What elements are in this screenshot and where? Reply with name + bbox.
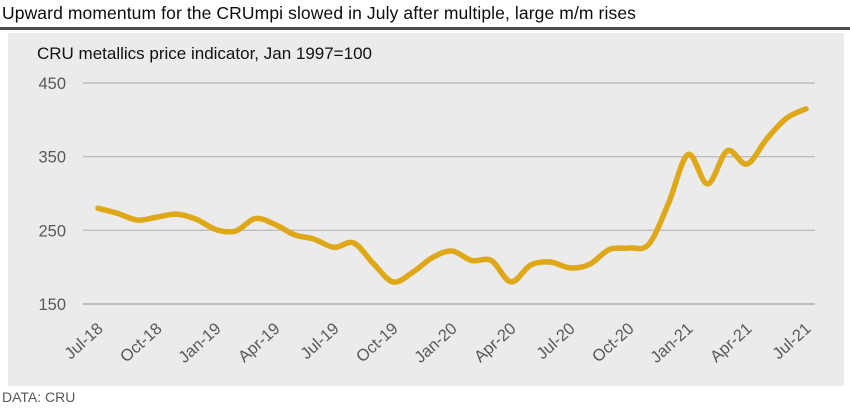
y-axis-tick-label: 450 <box>38 75 66 93</box>
y-axis-tick-label: 350 <box>38 149 66 167</box>
y-axis-tick-label: 250 <box>38 222 66 240</box>
x-axis-tick-label: Jan-20 <box>411 320 461 367</box>
line-chart: 450 350 250 150 Jul-18 Oct-18 Jan-19 Apr-19 Jul-… <box>38 75 815 367</box>
x-axis-tick-label: Jul-19 <box>297 320 342 363</box>
x-axis-tick-label: Oct-18 <box>117 320 166 367</box>
x-axis-tick-label: Apr-21 <box>707 320 756 367</box>
x-axis-tick-label: Oct-19 <box>353 320 402 367</box>
chart-panel: CRU metallics price indicator, Jan 1997=… <box>8 33 844 386</box>
chart-subtitle: CRU metallics price indicator, Jan 1997=… <box>37 44 372 63</box>
x-axis-tick-label: Apr-20 <box>471 320 520 367</box>
x-axis-tick-label: Jul-21 <box>769 320 814 363</box>
y-axis-tick-label: 150 <box>38 296 66 314</box>
x-axis-tick-label: Jul-20 <box>533 320 578 363</box>
x-axis-tick-label: Jul-18 <box>61 320 106 363</box>
data-source: DATA: CRU <box>2 389 76 405</box>
chart-headline: Upward momentum for the CRUmpi slowed in… <box>2 3 637 23</box>
x-axis-tick-label: Jan-19 <box>175 320 225 367</box>
price-indicator-line <box>95 106 809 285</box>
x-axis-tick-label: Apr-19 <box>235 320 284 367</box>
x-axis-tick-label: Oct-20 <box>589 320 638 367</box>
headline-divider <box>0 27 850 30</box>
x-axis-tick-label: Jan-21 <box>647 320 697 367</box>
